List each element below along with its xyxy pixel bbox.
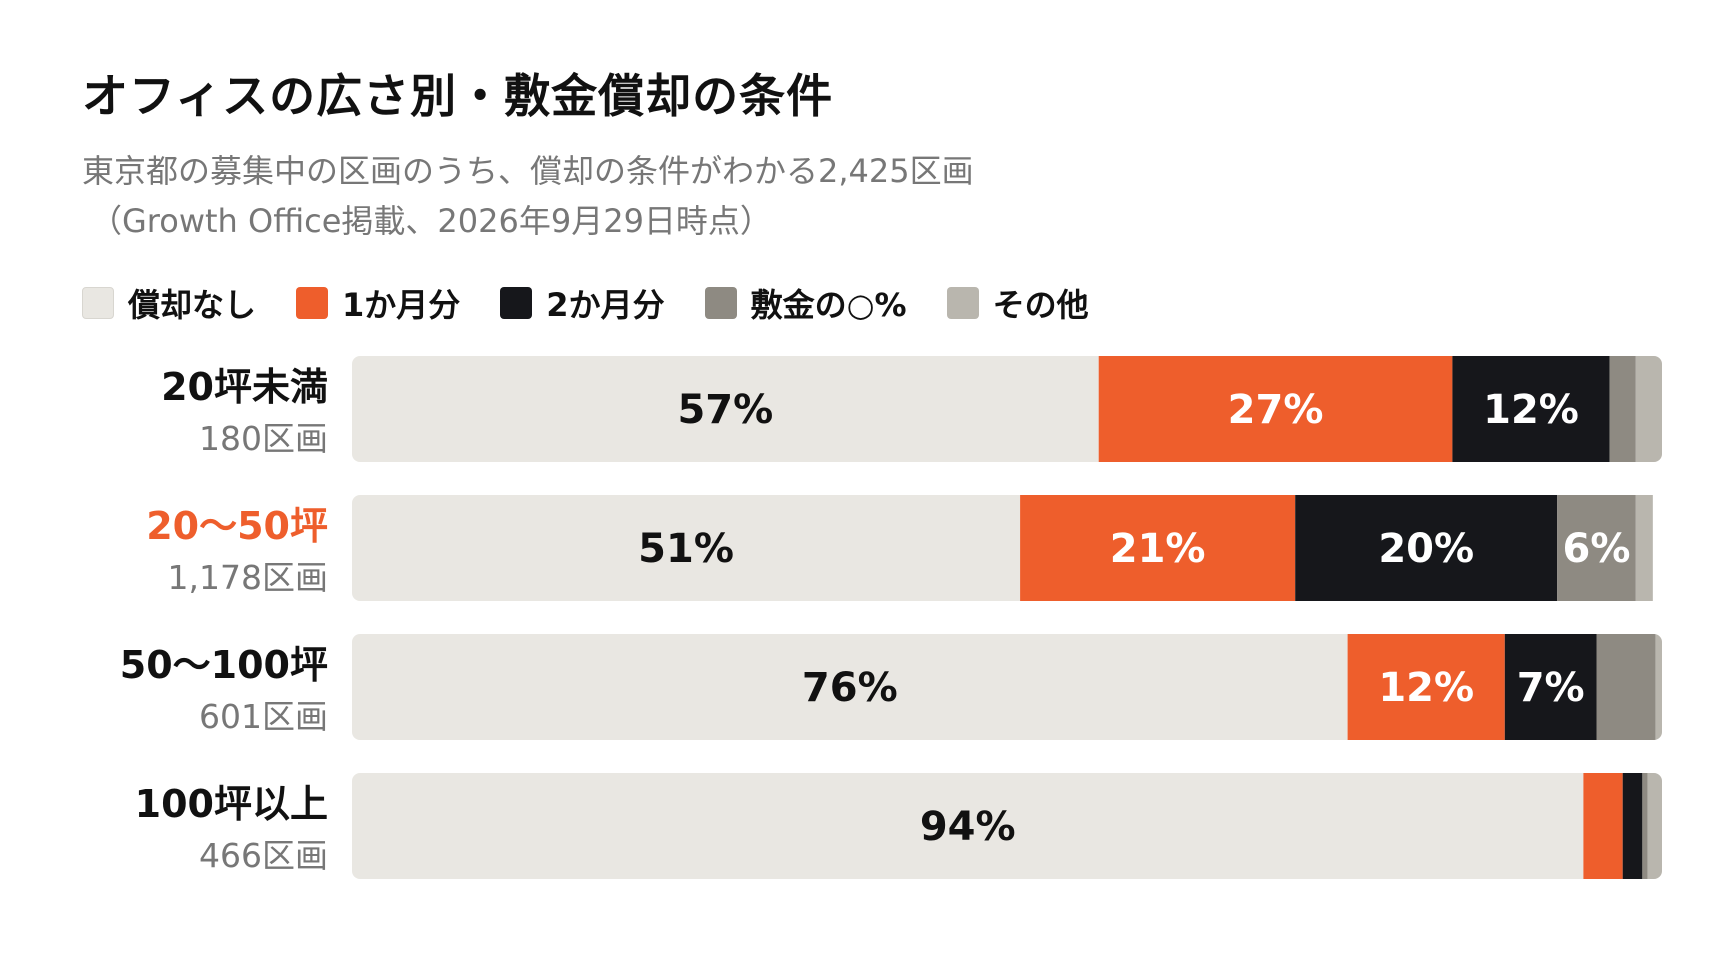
bar-segment xyxy=(352,356,1099,462)
legend-swatch xyxy=(946,287,979,319)
data-label: 76% xyxy=(802,665,898,711)
bar-segment xyxy=(1635,356,1662,462)
data-label: 6% xyxy=(1563,526,1631,572)
category-label: 50〜100坪 xyxy=(120,643,328,687)
bar-row xyxy=(352,356,1662,462)
bar-row xyxy=(352,773,1662,879)
legend-item-other: その他 xyxy=(946,280,1089,326)
bar-segment xyxy=(1635,495,1653,601)
bar-segment xyxy=(1655,634,1662,740)
legend-item-no-amortization: 償却なし xyxy=(82,280,256,326)
category-count-label: 180区画 xyxy=(199,419,328,458)
bar-segment xyxy=(1347,634,1505,740)
data-label: 12% xyxy=(1378,665,1474,711)
category-label: 20〜50坪 xyxy=(146,504,328,548)
bar-segment xyxy=(1452,356,1610,462)
data-label: 20% xyxy=(1378,526,1474,572)
bar-segment xyxy=(1295,495,1558,601)
data-label: 12% xyxy=(1483,387,1579,433)
legend-label: 敷金の○% xyxy=(750,286,907,324)
data-label: 27% xyxy=(1228,387,1324,433)
category-count-label: 601区画 xyxy=(199,697,328,736)
chart-legend: 償却なし 1か月分 2か月分 敷金の○% その他 xyxy=(82,280,1129,326)
category-label: 20坪未満 xyxy=(161,365,328,409)
legend-item-deposit-percent: 敷金の○% xyxy=(704,280,907,326)
bar-segment xyxy=(1504,634,1597,740)
legend-swatch xyxy=(704,287,737,319)
bar-segment xyxy=(1020,495,1296,601)
legend-item-one-month: 1か月分 xyxy=(296,280,460,326)
bar-row xyxy=(352,495,1653,601)
chart-title: オフィスの広さ別・敷金償却の条件 xyxy=(82,69,834,123)
bar-segment xyxy=(1098,356,1453,462)
bar-segment xyxy=(352,495,1021,601)
bar-segment xyxy=(1642,773,1648,879)
data-label: 57% xyxy=(677,387,773,433)
legend-label: その他 xyxy=(992,286,1089,324)
bar-segment xyxy=(352,773,1584,879)
chart-subtitle-line-1: 東京都の募集中の区画のうち、償却の条件がわかる2,425区画 xyxy=(82,152,974,190)
data-label: 21% xyxy=(1110,526,1206,572)
bar-segment xyxy=(352,634,1348,740)
data-label: 94% xyxy=(920,804,1016,850)
category-label: 100坪以上 xyxy=(135,782,328,826)
data-label: 51% xyxy=(638,526,734,572)
bar-segment xyxy=(1557,495,1636,601)
bar-segment xyxy=(1583,773,1623,879)
bar-segment xyxy=(1647,773,1662,879)
chart-subtitle-line-2: （Growth Office掲載、2026年9月29日時点） xyxy=(90,202,772,240)
legend-swatch xyxy=(296,287,329,319)
data-label: 7% xyxy=(1517,665,1585,711)
category-count-label: 466区画 xyxy=(199,836,328,875)
legend-swatch xyxy=(82,287,114,319)
legend-label: 償却なし xyxy=(128,286,257,324)
bar-segment xyxy=(1609,356,1636,462)
bar-segment xyxy=(1622,773,1643,879)
bar-row xyxy=(352,634,1662,740)
bar-segment xyxy=(1596,634,1656,740)
category-count-label: 1,178区画 xyxy=(168,558,328,597)
legend-swatch xyxy=(500,287,533,319)
legend-item-two-months: 2か月分 xyxy=(500,280,665,326)
legend-label: 2か月分 xyxy=(546,286,665,324)
legend-label: 1か月分 xyxy=(342,286,461,324)
